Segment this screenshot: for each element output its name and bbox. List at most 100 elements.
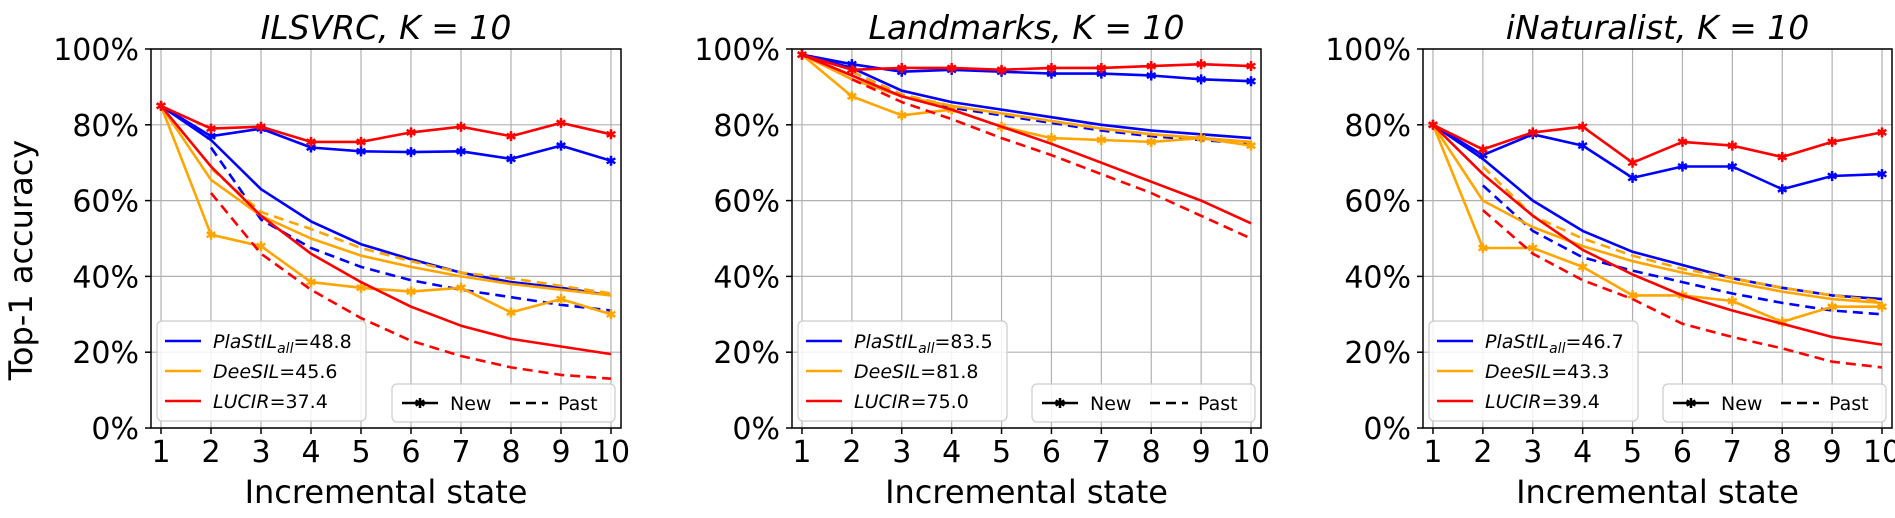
x-axis-label: Incremental state (885, 473, 1168, 511)
data-point-lucir-new (1727, 140, 1738, 151)
x-tick-label: 9 (551, 435, 570, 470)
series-line-lucir-past (209, 192, 612, 380)
data-point-plastil-new (1677, 161, 1688, 172)
y-tick-label: 80% (1344, 109, 1411, 144)
y-tick-label: 80% (713, 109, 780, 144)
data-point-deesil-new (846, 91, 857, 102)
data-point-lucir-new (606, 129, 616, 140)
y-tick-label: 0% (732, 412, 780, 447)
y-tick-label: 0% (91, 412, 139, 447)
data-point-plastil-new (1827, 170, 1838, 181)
data-point-lucir-new (1046, 62, 1057, 73)
x-tick-label: 10 (592, 435, 630, 470)
data-point-deesil-new (1827, 301, 1838, 312)
data-point-deesil-new (556, 294, 566, 305)
y-tick-label: 40% (1344, 260, 1411, 295)
data-point-lucir-new (1627, 157, 1638, 168)
data-point-plastil-new (456, 146, 466, 157)
series-line-lucir-past (851, 78, 1252, 240)
x-tick-label: 8 (1142, 435, 1161, 470)
data-point-deesil-new (256, 241, 266, 252)
data-point-lucir-new (1477, 144, 1488, 155)
style-legend-box (1662, 383, 1887, 423)
data-point-lucir-new (256, 121, 266, 132)
y-tick-label: 40% (713, 260, 780, 295)
data-point-lucir-new (896, 62, 907, 73)
data-point-deesil-new (896, 110, 907, 121)
data-point-lucir-new (1527, 127, 1538, 138)
data-point-lucir-new (846, 64, 857, 75)
legend-entry: DeeSIL=43.3 (1485, 361, 1610, 383)
x-tick-label: 6 (401, 435, 420, 470)
x-tick-label: 6 (1673, 435, 1692, 470)
y-tick-label: 20% (72, 336, 139, 371)
style-legend-new-label: New (1721, 393, 1762, 415)
x-tick-label: 5 (992, 435, 1011, 470)
x-axis-label: Incremental state (245, 473, 528, 511)
data-point-deesil-new (306, 277, 316, 288)
data-point-lucir-new (1246, 61, 1256, 72)
data-point-deesil-new (456, 282, 466, 293)
x-tick-label: 5 (351, 435, 370, 470)
data-point-lucir-new (1096, 62, 1107, 73)
x-tick-label: 9 (1823, 435, 1842, 470)
x-tick-label: 8 (501, 435, 520, 470)
legend-entry: PlaStILall=46.7 (1485, 331, 1624, 357)
x-tick-label: 4 (1573, 435, 1592, 470)
series-line-deesil-past (851, 70, 1252, 144)
series-line-deesil-all (159, 105, 612, 297)
x-tick-label: 1 (792, 435, 811, 470)
data-point-plastil-new (1146, 70, 1157, 81)
x-tick-label: 3 (1523, 435, 1542, 470)
x-tick-label: 4 (942, 435, 961, 470)
x-tick-label: 2 (201, 435, 220, 470)
data-point-lucir-new (1196, 59, 1207, 70)
style-legend-new-marker (1686, 398, 1696, 408)
series-line-lucir-all (159, 105, 612, 356)
chart-title: iNaturalist, K = 10 (1506, 8, 1809, 47)
data-point-lucir-new (996, 64, 1007, 75)
legend-entry: LUCIR=75.0 (854, 391, 969, 413)
series-line-deesil-new (801, 53, 1252, 147)
series-line-lucir-all (801, 53, 1252, 225)
data-point-lucir-new (1777, 152, 1788, 163)
style-legend-past-label: Past (558, 393, 598, 415)
legend-box (797, 320, 1008, 422)
chart-panel-2: 0% 20% 40% 60% 80% 100% 1 2 3 4 5 6 7 8 9 10 Landmarks, … (694, 8, 1270, 511)
y-axis-label: Top-1 accuracy (2, 140, 40, 381)
y-tick-label: 60% (713, 185, 780, 220)
legend-entry: LUCIR=37.4 (213, 391, 328, 413)
legend-entry: DeeSIL=45.6 (213, 361, 338, 383)
series-line-plastil-past (1482, 184, 1883, 316)
style-legend-past-label: Past (1829, 393, 1869, 415)
x-tick-label: 7 (1092, 435, 1111, 470)
data-point-deesil-new (1146, 136, 1157, 147)
data-point-lucir-new (356, 136, 366, 147)
plot-frame (150, 48, 622, 429)
series-line-lucir-new (801, 53, 1252, 72)
legend-entry: LUCIR=39.4 (1485, 391, 1600, 413)
data-point-lucir-new (1577, 121, 1588, 132)
y-tick-label: 40% (72, 260, 139, 295)
series-line-deesil-past (1481, 165, 1883, 303)
data-point-deesil-new (1577, 261, 1588, 272)
x-tick-label: 6 (1042, 435, 1061, 470)
data-point-plastil-new (1727, 161, 1738, 172)
y-tick-label: 20% (1344, 336, 1411, 371)
data-point-lucir-new (456, 121, 466, 132)
legend-entry: PlaStILall=48.8 (213, 331, 352, 357)
x-tick-label: 7 (1723, 435, 1742, 470)
x-tick-label: 8 (1773, 435, 1792, 470)
x-tick-label: 1 (1423, 435, 1442, 470)
data-point-lucir-new (1677, 136, 1688, 147)
chart-panel-1: 0% 20% 40% 60% 80% 100% 1 2 3 4 5 6 7 8 9 10 ILSVRC, K =… (53, 8, 630, 511)
data-point-plastil-new (356, 146, 366, 157)
style-legend-new-marker (415, 398, 425, 408)
data-point-deesil-new (1046, 133, 1057, 144)
x-tick-label: 10 (1232, 435, 1270, 470)
y-tick-label: 60% (72, 185, 139, 220)
data-point-deesil-new (406, 286, 416, 297)
data-point-lucir-new (506, 131, 516, 142)
series-line-plastil-new (160, 104, 612, 163)
